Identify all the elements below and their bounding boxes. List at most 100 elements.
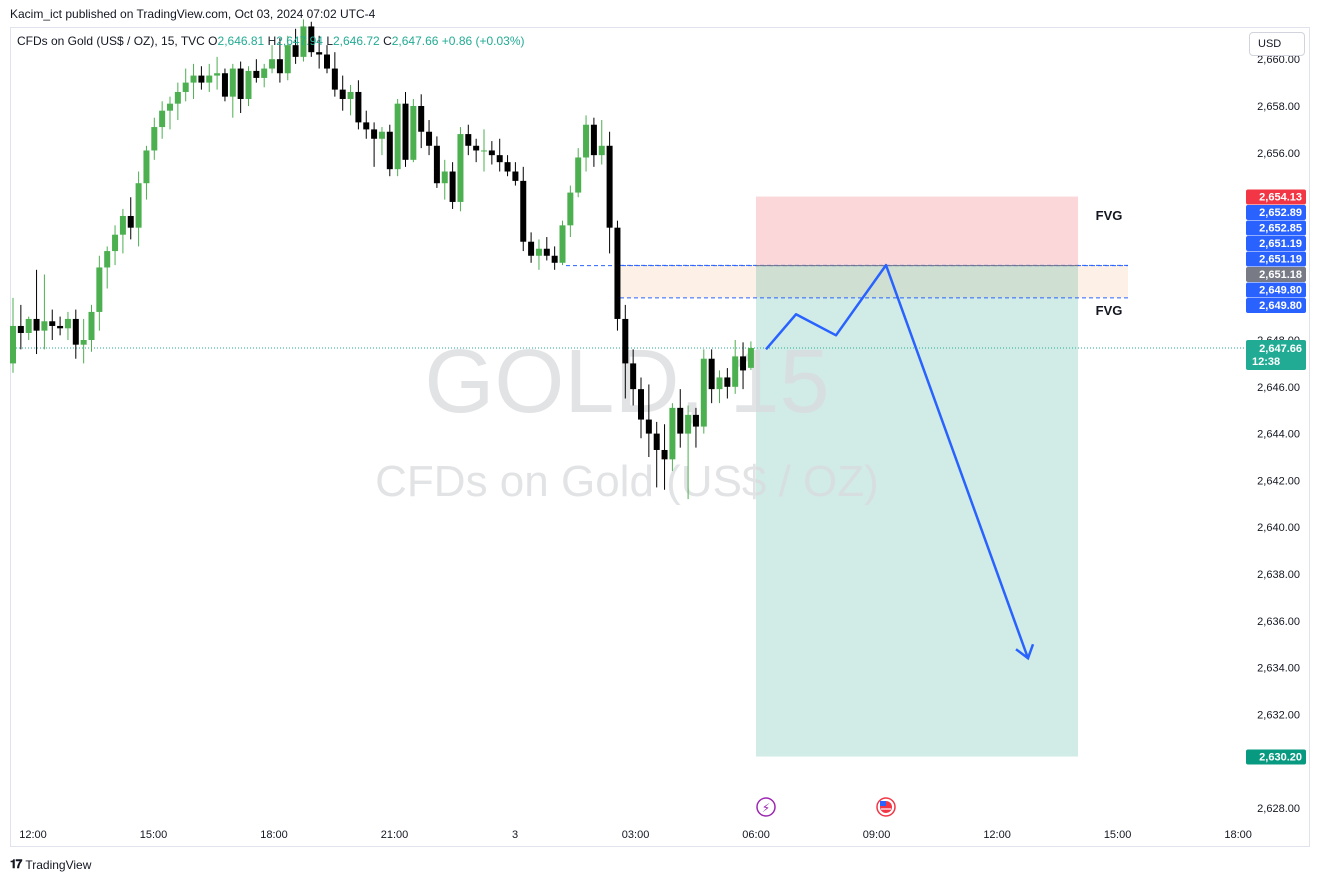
- candle-body: [159, 110, 166, 128]
- candle: [17, 304, 24, 350]
- candle-body: [57, 325, 64, 329]
- candle: [127, 197, 134, 240]
- candle-body: [622, 318, 629, 364]
- candle: [174, 82, 181, 121]
- candle-body: [504, 162, 511, 172]
- time-tick-label: 18:00: [1224, 829, 1252, 841]
- candle: [57, 316, 64, 336]
- watermark-name: CFDs on Gold (US$ / OZ): [375, 457, 879, 506]
- candle: [661, 424, 668, 490]
- tradingview-logo[interactable]: 𝟏𝟕 TradingView: [10, 857, 91, 872]
- candle: [308, 21, 315, 57]
- price-tick-label: 2,642.00: [1257, 475, 1300, 487]
- candle: [747, 341, 754, 370]
- candle: [559, 220, 566, 266]
- price-tag-value: 2,649.80: [1259, 300, 1302, 312]
- candle-body: [167, 103, 173, 111]
- candle: [716, 370, 723, 404]
- time-tick-label: 18:00: [260, 829, 288, 841]
- price-tag-value: 2,651.19: [1259, 238, 1302, 250]
- candle: [645, 384, 652, 457]
- candle: [363, 110, 370, 139]
- candle: [253, 59, 260, 83]
- candle: [64, 311, 71, 340]
- price-tags: 2,654.13 2,652.89 2,652.85 2,651.19 2,651.19…: [1246, 189, 1306, 765]
- price-tick-label: 2,628.00: [1257, 803, 1300, 815]
- candle: [261, 63, 268, 88]
- candle-body: [182, 82, 189, 92]
- candle-body: [551, 255, 558, 263]
- candle-body: [598, 145, 605, 156]
- candle-body: [104, 251, 111, 268]
- candle-body: [488, 150, 495, 156]
- candle-body: [481, 150, 487, 152]
- candle-body: [716, 377, 723, 390]
- candle-body: [724, 377, 731, 387]
- candle: [543, 237, 550, 261]
- candle-body: [269, 59, 276, 69]
- legend-close: 2,647.66: [391, 34, 439, 48]
- candle: [433, 136, 440, 188]
- candle: [292, 28, 299, 64]
- projection-line: [765, 263, 1030, 659]
- candle-body: [25, 318, 32, 333]
- price-tag: 2,649.80: [1246, 282, 1306, 298]
- candle: [276, 38, 283, 83]
- candle-body: [677, 407, 684, 434]
- candle-body: [732, 356, 739, 387]
- candle: [386, 124, 393, 177]
- candle-body: [606, 145, 613, 228]
- fvg-label-lower: FVG: [1096, 303, 1123, 318]
- candle: [402, 91, 409, 167]
- candle-body: [17, 325, 24, 333]
- legend-high: 2,647.94: [276, 34, 323, 48]
- candle-body: [33, 318, 40, 331]
- candle: [143, 145, 150, 200]
- candle-body: [308, 26, 315, 53]
- candle: [606, 131, 613, 254]
- candle: [622, 304, 629, 399]
- time-tick-label: 12:00: [983, 829, 1011, 841]
- candle-body: [64, 318, 71, 329]
- candle-body: [245, 70, 252, 99]
- price-tag-value: 2,654.13: [1259, 192, 1302, 204]
- target-tag-bg: [1246, 749, 1306, 765]
- candle: [245, 66, 252, 106]
- candle: [567, 185, 574, 238]
- candle: [426, 120, 433, 156]
- lightning-icon[interactable]: [756, 797, 776, 817]
- tv-logo-icon: 𝟏𝟕: [10, 857, 22, 871]
- candle-body: [72, 318, 79, 345]
- candle-body: [410, 106, 417, 160]
- candle-body: [143, 150, 150, 184]
- candle: [25, 316, 32, 340]
- legend-symbol[interactable]: CFDs on Gold (US$ / OZ), 15, TVC: [17, 34, 205, 48]
- currency-button[interactable]: USD: [1249, 32, 1305, 56]
- candle: [740, 342, 747, 390]
- candle: [575, 148, 582, 198]
- candle-body: [119, 215, 126, 235]
- candle-body: [747, 347, 754, 368]
- target-tag-value: 2,630.20: [1259, 752, 1302, 764]
- candle: [229, 63, 236, 118]
- candle: [355, 80, 362, 130]
- legend-low-label: L: [326, 34, 333, 48]
- price-tag-bg: [1246, 236, 1306, 252]
- candle: [159, 101, 166, 139]
- candle-body: [708, 358, 715, 390]
- candle: [457, 127, 464, 212]
- candle-body: [253, 70, 260, 78]
- candle: [598, 120, 605, 165]
- candle: [465, 124, 472, 156]
- candle-body: [221, 73, 228, 97]
- candle-body: [88, 311, 95, 340]
- candle-body: [528, 241, 535, 256]
- price-tick-label: 2,632.00: [1257, 709, 1300, 721]
- candle-body: [316, 52, 323, 55]
- price-tag-bg: [1246, 205, 1306, 221]
- candle-body: [645, 419, 652, 434]
- candle-body: [740, 356, 747, 371]
- time-tick-label: 06:00: [742, 829, 770, 841]
